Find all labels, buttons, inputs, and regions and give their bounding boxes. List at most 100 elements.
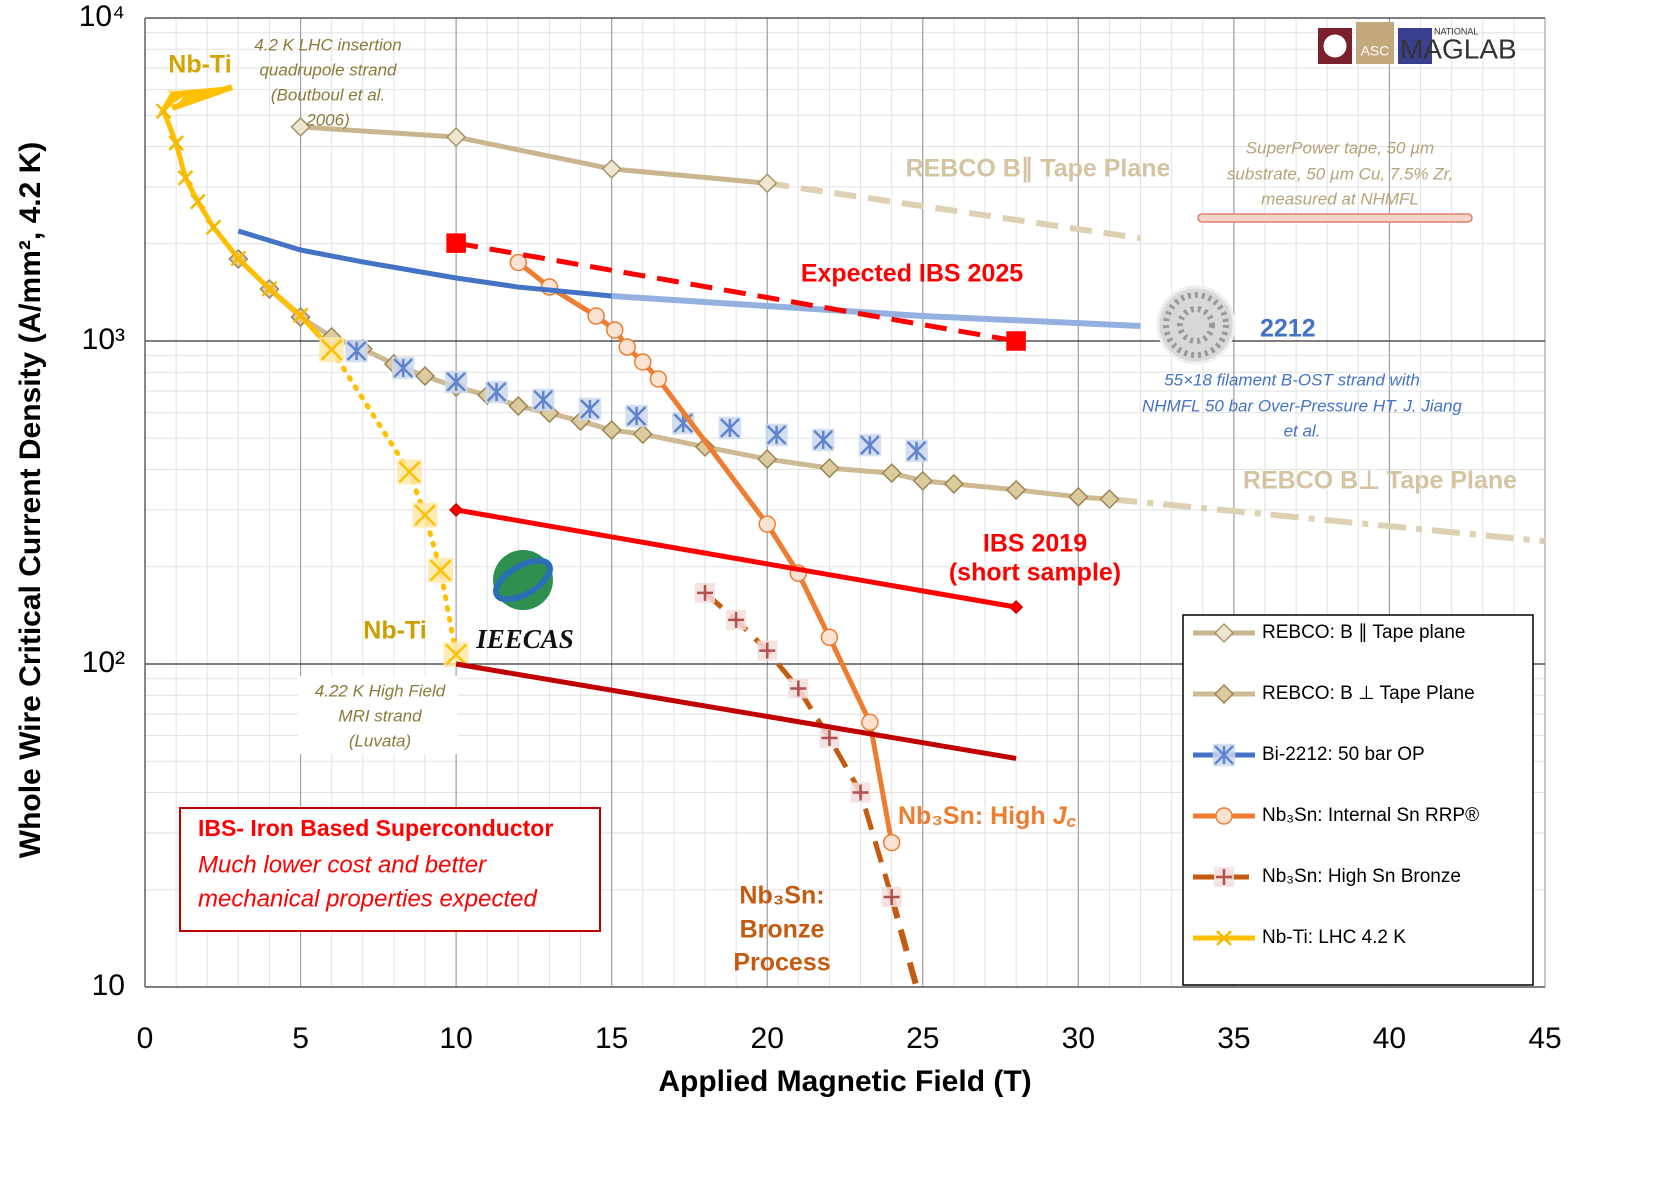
marker xyxy=(728,611,745,628)
series xyxy=(449,502,1024,615)
legend-box xyxy=(1182,614,1534,986)
legend: REBCO: B ∥ Tape plane REBCO: B ⊥ Tape Pla… xyxy=(1193,622,1479,948)
marker xyxy=(618,338,636,356)
annotation: REBCO B⊥ Tape Plane xyxy=(1243,467,1517,495)
x-tick-label: 45 xyxy=(1528,1022,1561,1055)
marker xyxy=(882,833,901,852)
note-line: (Boutboul et al. xyxy=(271,85,385,104)
note-line: measured at NHMFL xyxy=(1261,189,1419,208)
series-line xyxy=(455,240,1017,344)
note-line: et al. xyxy=(1284,421,1321,440)
marker xyxy=(508,395,529,417)
legend-label: REBCO: B ⊥ Tape Plane xyxy=(1262,683,1475,704)
marker xyxy=(320,338,343,361)
marker xyxy=(881,463,902,484)
annotation: (short sample) xyxy=(949,559,1121,587)
marker xyxy=(1213,622,1235,644)
annotation: IEECAS xyxy=(475,624,574,654)
marker xyxy=(414,504,436,527)
marker xyxy=(634,353,652,371)
series xyxy=(155,103,340,358)
marker xyxy=(758,515,776,533)
ibs-box xyxy=(179,807,601,932)
series xyxy=(509,253,901,852)
marker xyxy=(446,372,466,392)
marker xyxy=(414,365,436,387)
x-tick-label: 10 xyxy=(439,1022,472,1055)
x-axis-title: Applied Magnetic Field (T) xyxy=(658,1065,1031,1098)
annotation-part: c xyxy=(1067,812,1077,831)
annotation: Nb-Ti xyxy=(168,51,231,79)
annotation: 2212 xyxy=(1260,315,1316,343)
marker xyxy=(398,461,421,483)
annotation: 4.22 K High Field MRI strand (Luvata) xyxy=(315,681,446,750)
marker xyxy=(1213,683,1235,705)
logo xyxy=(1322,33,1348,59)
marker xyxy=(759,642,776,659)
note-line: Nb₃Sn: xyxy=(739,882,824,910)
logo-text: NATIONAL xyxy=(1434,26,1478,36)
arrow xyxy=(171,84,233,111)
marker xyxy=(860,435,880,456)
series xyxy=(455,661,1017,761)
marker xyxy=(346,341,367,361)
marker xyxy=(1216,930,1232,946)
annotation: IBS- Iron Based Superconductor xyxy=(198,815,553,841)
marker xyxy=(861,713,879,731)
marker xyxy=(906,440,927,461)
x-tick-label: 15 xyxy=(595,1022,628,1055)
series xyxy=(319,337,469,668)
tape-icon xyxy=(1197,213,1473,223)
series-extension xyxy=(1109,496,1546,545)
marker xyxy=(533,390,554,410)
marker xyxy=(883,888,900,905)
note-line: SuperPower tape, 50 µm xyxy=(1246,138,1434,157)
logo-text: ASC xyxy=(1361,43,1390,59)
marker xyxy=(1215,807,1233,825)
note-line: 55×18 filament B-OST strand with xyxy=(1164,370,1420,389)
marker xyxy=(766,425,787,445)
note-line: substrate, 50 µm Cu, 7.5% Zr, xyxy=(1227,164,1453,183)
marker xyxy=(205,219,222,236)
annotation: 55×18 filament B-OST strand with NHMFL 5… xyxy=(1142,370,1463,440)
x-tick-label: 20 xyxy=(751,1022,784,1055)
marker xyxy=(1099,489,1120,510)
note-line: 2006) xyxy=(305,110,349,129)
note-line: MRI strand xyxy=(338,706,422,725)
y-tick-label: 10 xyxy=(92,969,125,1002)
marker xyxy=(1068,486,1089,508)
note-line: 4.2 K LHC insertion xyxy=(254,35,401,54)
marker xyxy=(757,449,778,470)
marker xyxy=(1009,600,1024,615)
marker xyxy=(168,135,184,151)
marker xyxy=(587,307,605,325)
y-axis-title: Whole Wire Critical Current Density (A/m… xyxy=(14,142,47,859)
note-line: Bronze xyxy=(740,916,825,944)
note-line: Process xyxy=(733,949,830,977)
x-tick-label: 0 xyxy=(137,1022,154,1055)
series xyxy=(290,116,1141,242)
marker xyxy=(230,250,247,267)
marker xyxy=(446,233,466,253)
marker xyxy=(601,158,622,179)
annotation: Nb₃Sn: High Jc xyxy=(898,802,1077,832)
marker xyxy=(820,628,839,646)
annotation: SuperPower tape, 50 µm substrate, 50 µm … xyxy=(1227,138,1453,208)
x-tick-label: 25 xyxy=(906,1022,939,1055)
marker xyxy=(1006,331,1026,351)
series-line xyxy=(237,228,612,299)
annotation: 4.2 K LHC insertion quadrupole strand (B… xyxy=(254,35,401,129)
logo xyxy=(1356,22,1394,64)
note-line: quadrupole strand xyxy=(259,60,397,79)
marker xyxy=(177,169,194,186)
series-line xyxy=(455,661,1017,761)
marker xyxy=(292,307,309,324)
marker xyxy=(486,382,507,402)
marker xyxy=(813,430,834,450)
marker xyxy=(632,424,653,445)
strand-icon xyxy=(1156,285,1236,365)
series xyxy=(446,233,1026,351)
annotation: IBS 2019 xyxy=(983,530,1087,558)
marker xyxy=(393,358,414,378)
marker xyxy=(601,419,622,441)
